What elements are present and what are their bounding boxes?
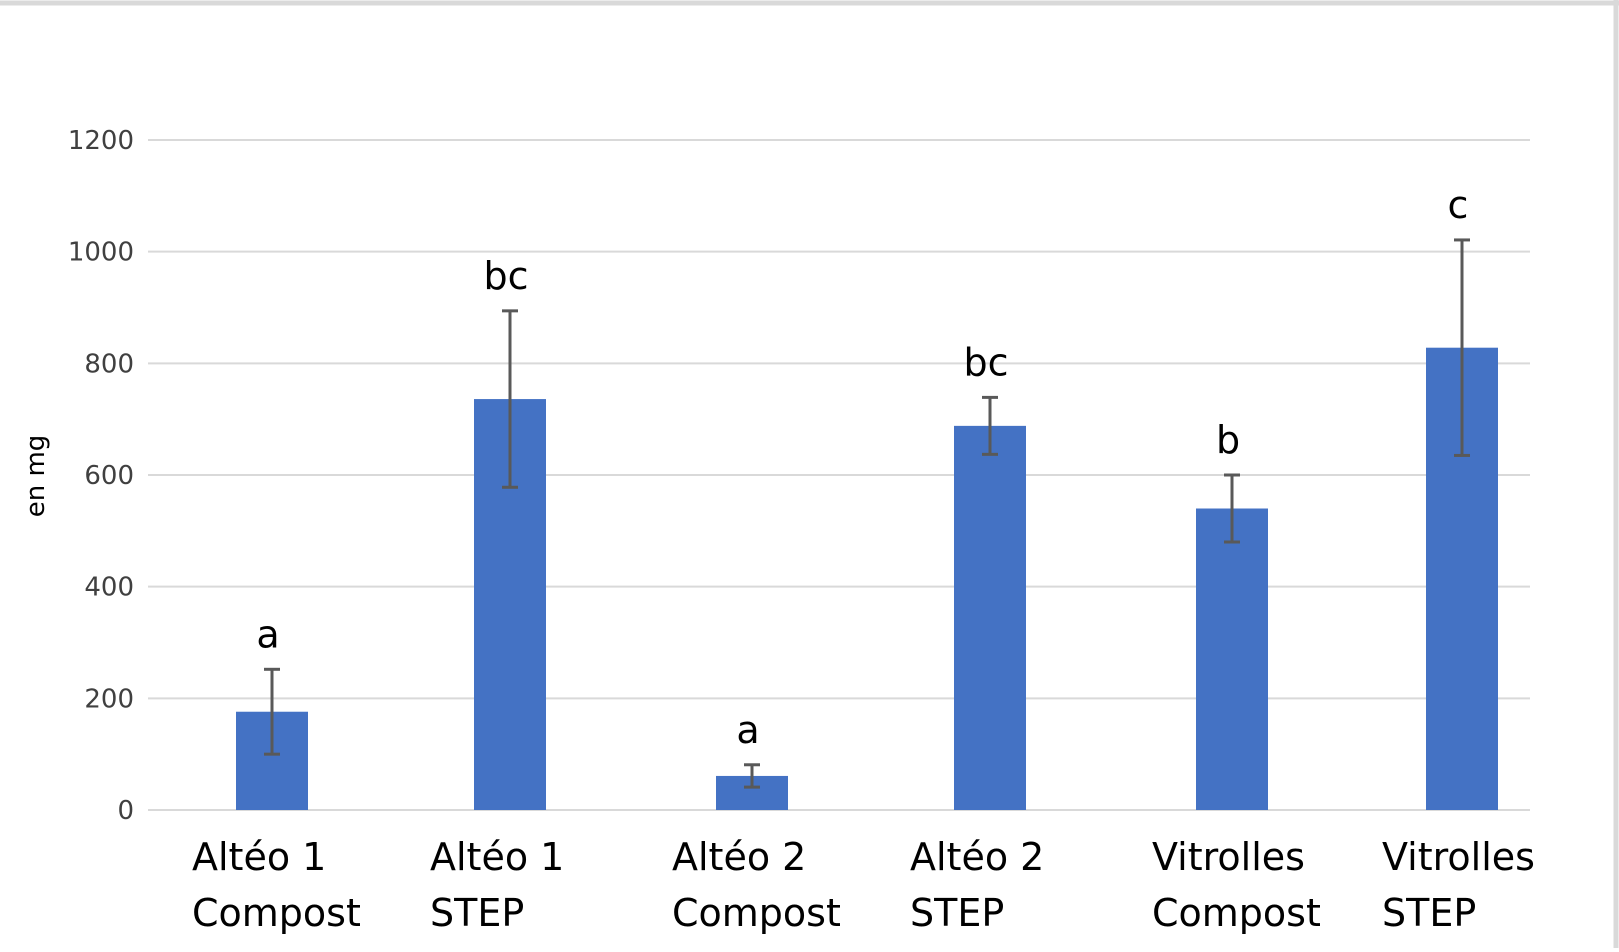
significance-label: a: [736, 708, 759, 752]
x-category-label: Vitrolles: [1152, 835, 1305, 879]
y-tick-label: 1200: [68, 126, 134, 156]
x-category-label: STEP: [430, 891, 524, 935]
significance-label: b: [1216, 418, 1240, 462]
significance-label: bc: [963, 340, 1008, 384]
bar: [954, 425, 1026, 810]
error-bars: [264, 238, 1470, 789]
x-category-label: Altéo 2: [910, 835, 1044, 879]
x-category-label: STEP: [910, 891, 1004, 935]
error-bar: [502, 309, 518, 489]
bar: [1196, 508, 1268, 810]
x-category-label: STEP: [1382, 891, 1476, 935]
y-axis-ticks: 0 200 400 600 800 1000 1200: [68, 126, 134, 826]
error-bar: [982, 395, 998, 456]
gridlines: [148, 139, 1530, 811]
x-category-label: Altéo 2: [672, 835, 806, 879]
x-category-label: Compost: [192, 891, 361, 935]
y-tick-label: 1000: [68, 238, 134, 268]
significance-label: c: [1448, 183, 1469, 227]
y-tick-label: 600: [84, 461, 134, 491]
y-axis-label: en mg: [21, 435, 51, 518]
significance-label: a: [256, 612, 279, 656]
error-bar: [264, 667, 280, 756]
error-bar: [1454, 238, 1470, 457]
x-axis-labels: Altéo 1 Compost Altéo 1 STEP Altéo 2 Compost A…: [192, 835, 1535, 935]
x-category-label: Compost: [1152, 891, 1321, 935]
y-tick-label: 0: [117, 796, 134, 826]
significance-label: bc: [483, 254, 528, 298]
y-tick-label: 400: [84, 573, 134, 603]
error-bar: [744, 763, 760, 789]
y-tick-label: 200: [84, 684, 134, 714]
x-category-label: Altéo 1: [430, 835, 564, 879]
error-bar: [1224, 473, 1240, 544]
y-tick-label: 800: [84, 349, 134, 379]
x-category-label: Vitrolles: [1382, 835, 1535, 879]
x-category-label: Altéo 1: [192, 835, 326, 879]
x-category-label: Compost: [672, 891, 841, 935]
